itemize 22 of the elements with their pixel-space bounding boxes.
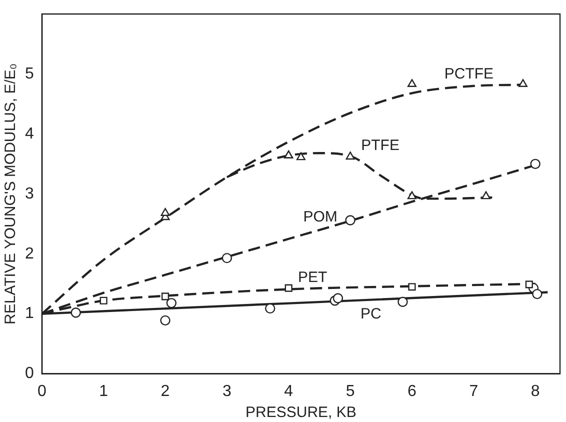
x-tick-label: 4 <box>284 382 294 400</box>
x-tick-label: 0 <box>37 382 46 400</box>
y-tick-label: 1 <box>24 305 34 322</box>
x-tick-label: 5 <box>346 382 355 400</box>
y-tick-label: 4 <box>24 125 34 142</box>
x-tick-label: 1 <box>99 382 108 400</box>
y-tick-label: 5 <box>24 65 34 82</box>
y-tick-label: 3 <box>24 185 34 202</box>
series-label: POM <box>303 208 338 226</box>
y-tick-label: 2 <box>24 245 34 262</box>
x-tick-label: 3 <box>222 382 232 400</box>
series-label: PTFE <box>361 136 400 154</box>
x-tick-label: 2 <box>160 382 170 400</box>
x-tick-label: 6 <box>408 382 417 400</box>
series-label: PCTFE <box>444 65 494 82</box>
series-label: PET <box>298 269 328 286</box>
x-axis-title: PRESSURE, KB <box>246 404 356 422</box>
series-label: PC <box>360 305 382 322</box>
y-tick-label: 0 <box>24 365 34 382</box>
y-axis-title: RELATIVE YOUNG'S MODULUS, E/E₀ <box>2 63 20 324</box>
x-tick-label: 8 <box>530 382 540 400</box>
x-tick-label: 7 <box>469 382 478 400</box>
